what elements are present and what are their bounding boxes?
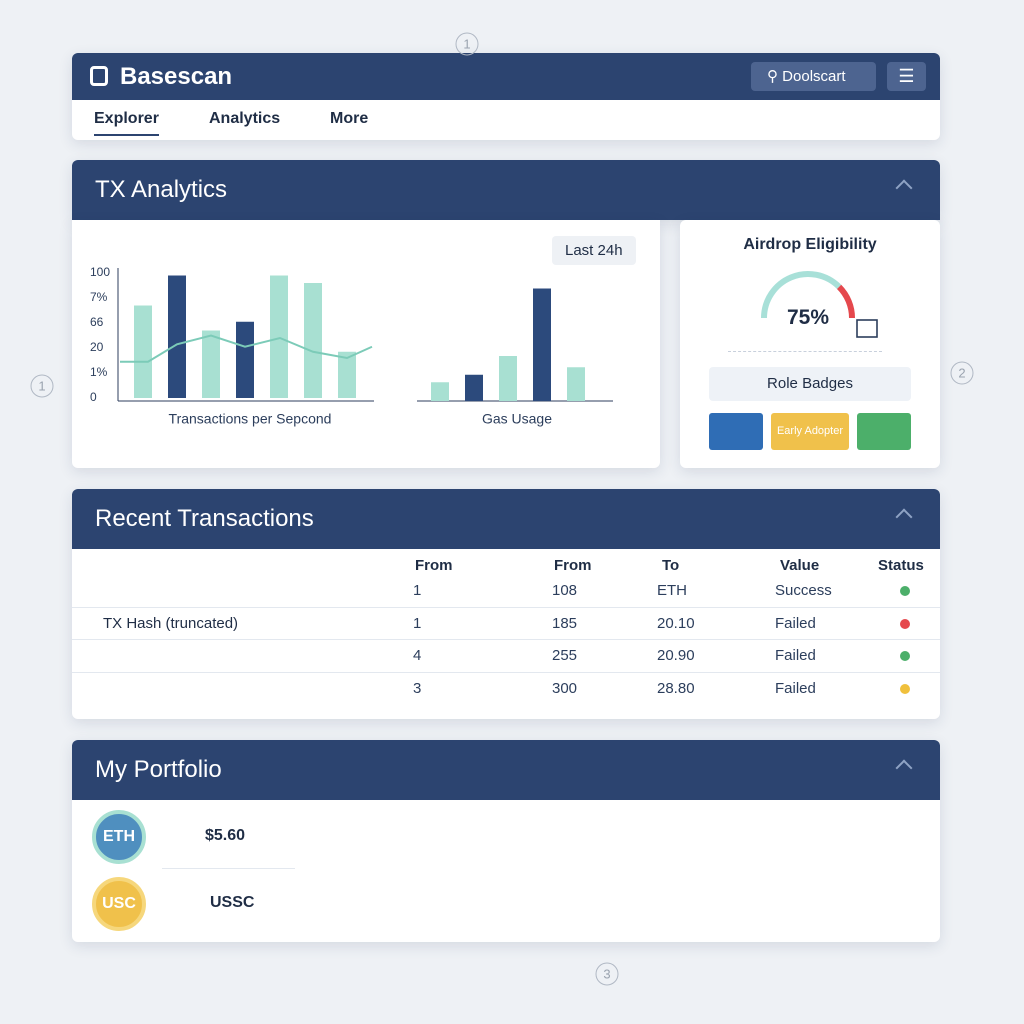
transactions-card: Recent Transactions From From To Value Statu… [72,489,940,719]
cell: 108 [552,582,578,599]
annotation-number: 3 [603,966,610,981]
bar [499,356,517,401]
status-dot [900,586,910,596]
annotation-number: 1 [38,378,45,393]
cell: 20.10 [657,614,695,632]
y-tick-label: 1% [90,365,108,379]
bar [431,382,449,401]
tx-hash: TX Hash (truncated) [103,614,239,632]
asset-value: $5.60 [205,827,246,844]
range-button[interactable]: Last 24h [552,236,636,265]
trend-line [120,334,373,363]
analytics-header: TX Analytics [72,160,940,220]
status-dot [900,651,910,661]
status-dot [900,683,910,694]
column-header: Value [780,557,820,574]
cell: 1 [413,582,422,599]
bar [202,330,220,398]
annotation-number: 1 [463,36,470,51]
tx-table: From From To Value Status 1 108 ETH Success TX Ha… [72,549,940,719]
annotation-circle [595,962,619,986]
tabs: Explorer Analytics More [72,100,940,140]
annotation-circle [455,32,479,56]
divider [728,351,882,352]
asset-icon: ETH [92,810,146,864]
x-axis-label: Transactions per Sepcond [169,411,332,427]
gauge-value [761,271,842,319]
cell: Failed [775,679,816,697]
asset-list: ETH $5.60 USC USSC [72,800,940,942]
airdrop-title: Airdrop Eligibility [743,236,877,253]
section-title: Recent Transactions [72,489,940,549]
cell: 255 [552,647,578,664]
bar [567,367,585,401]
cell: Failed [775,647,816,664]
bar [270,275,288,398]
bar [134,305,152,398]
brand: Basescan [120,63,233,90]
nav-tab[interactable]: Explorer [94,110,159,136]
gauge-rest [836,284,855,319]
badges-title: Role Badges [709,367,911,401]
section-title: My Portfolio [72,740,940,800]
bar [168,275,186,398]
shield-badge[interactable] [709,413,763,450]
bar [304,283,322,398]
y-tick-label: 7% [90,290,108,304]
cell: 4 [413,647,422,664]
y-tick-label: 66 [90,315,104,329]
annotation-circle [30,374,54,398]
cell: 3 [413,679,422,697]
asset-value: USSC [210,894,255,911]
nav-bar: Basescan ⚲ Doolscart ☰ [72,53,940,100]
nav-tab[interactable]: Analytics [209,110,281,127]
cell: 185 [552,614,578,632]
airdrop-panel: Airdrop Eligibility 75% Role Badges Earl… [680,220,940,468]
column-header: From [554,557,592,574]
settings-badge[interactable] [857,413,911,450]
y-tick-label: 0 [90,390,97,404]
status-dot [900,618,910,629]
column-header: To [662,557,680,574]
section-title: TX Analytics [72,160,940,220]
column-header: From [415,557,453,574]
bar [533,288,551,401]
bar [236,321,254,398]
cell: ETH [657,582,687,599]
asset-divider [162,868,295,869]
annotation-number: 2 [958,365,965,380]
annotation-circle [950,361,974,385]
row-divider [72,606,940,608]
gauge-label: 75% [786,306,830,329]
nav-tab[interactable]: More [330,110,369,127]
top-nav: Basescan ⚲ Doolscart ☰ Explorer Analytics… [72,53,940,140]
row-divider [72,671,940,673]
portfolio-card: My Portfolio ETH $5.60 USC USSC [72,740,940,942]
early-adopter-badge[interactable]: Early Adopter [771,413,849,450]
menu-button[interactable]: ☰ [887,62,926,91]
cell: Success [775,582,832,599]
logo [90,66,108,86]
cell: 300 [552,679,578,697]
bar [465,374,483,401]
search-text: Doolscart [782,68,846,85]
asset-icon: USC [92,877,146,931]
y-tick-label: 100 [90,265,110,279]
y-tick-label: 20 [90,340,104,354]
row-divider [72,639,940,640]
cell: Failed [775,614,816,632]
cell: 1 [413,614,422,632]
cell: 20.90 [657,647,695,664]
cell: 28.80 [657,679,695,697]
column-header: Status [878,557,924,574]
gift-icon [856,319,878,338]
search[interactable]: ⚲ Doolscart [751,62,876,91]
x-axis-label: Gas Usage [482,411,552,427]
bar [338,351,356,398]
